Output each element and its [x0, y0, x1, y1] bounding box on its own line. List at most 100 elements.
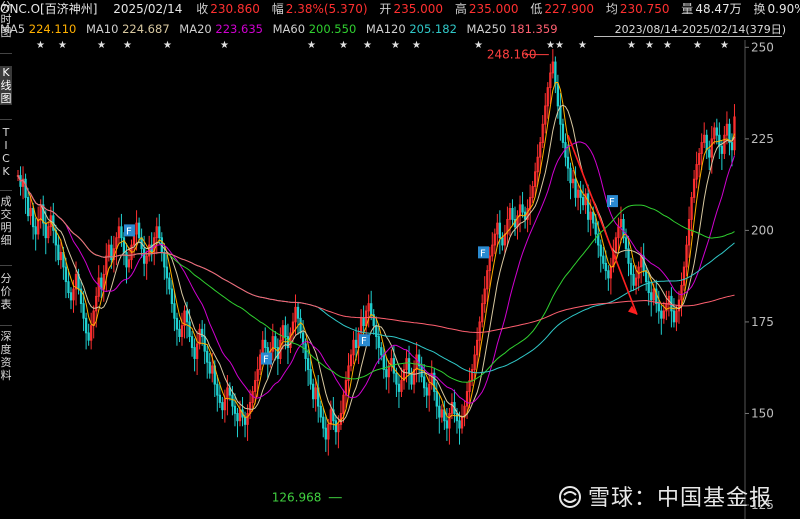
candle-body [647, 281, 650, 294]
candle-body [82, 303, 85, 319]
candle-body [231, 394, 234, 407]
candle-body [256, 369, 259, 381]
event-f-marker [261, 352, 272, 365]
candle-body [125, 251, 128, 268]
candle-body [448, 413, 451, 429]
candle-body [105, 255, 108, 275]
event-star[interactable]: ★ [546, 40, 555, 51]
close-label: 收 [196, 2, 209, 16]
candle-body [599, 244, 602, 257]
tab-deep-data[interactable]: 深 度 资 料 [0, 330, 12, 382]
candle-body [218, 394, 221, 403]
event-star[interactable]: ★ [339, 40, 348, 51]
candle-body [475, 339, 479, 356]
candle-body [481, 303, 484, 323]
candle-body [652, 288, 655, 301]
candle-body [624, 237, 628, 250]
candle-body [110, 244, 113, 261]
candle-body [465, 391, 469, 407]
candle-body [402, 369, 406, 381]
ma20-line [17, 141, 735, 404]
event-star[interactable]: ★ [627, 40, 636, 51]
candle-body [137, 222, 141, 239]
event-star[interactable]: ★ [307, 40, 316, 51]
candle-body [680, 284, 683, 301]
event-star[interactable]: ★ [36, 40, 45, 51]
event-f-marker [359, 334, 370, 347]
candle-body [44, 222, 47, 239]
ma60-line [17, 175, 735, 383]
event-star[interactable]: ★ [693, 40, 702, 51]
turnover-value: 0.90% [767, 2, 800, 16]
candle-body [64, 266, 68, 283]
candle-body [508, 208, 512, 220]
event-star[interactable]: ★ [555, 40, 564, 51]
candle-body [42, 204, 45, 224]
event-star[interactable]: ★ [645, 40, 654, 51]
candle-body [385, 369, 388, 378]
candle-body [281, 325, 285, 341]
ma250-legend: MA250 181.359 [466, 22, 558, 36]
event-star[interactable]: ★ [578, 40, 587, 51]
event-star[interactable]: ★ [97, 40, 106, 51]
candle-body [634, 277, 638, 286]
event-star[interactable]: ★ [363, 40, 372, 51]
candle-body [586, 193, 590, 220]
candle-body [72, 288, 75, 301]
ma10-legend: MA10 224.687 [85, 22, 170, 36]
candle-body [344, 380, 348, 396]
candle-body [433, 372, 436, 392]
candle-body [324, 427, 327, 440]
candle-body [309, 369, 312, 385]
candle-body [486, 270, 489, 290]
event-f-marker [124, 224, 135, 237]
event-star[interactable]: ★ [163, 40, 172, 51]
candle-body [488, 255, 491, 272]
candle-body [733, 116, 736, 151]
date-range-label[interactable]: 2023/08/14-2025/02/14(379日) [614, 23, 786, 36]
candle-body [57, 244, 60, 261]
candle-body [521, 204, 524, 213]
stock-symbol[interactable]: ONC.O[百济神州] [0, 2, 98, 16]
turnover-label: 换 [753, 2, 766, 16]
candle-body [221, 402, 224, 411]
candle-body [581, 197, 585, 206]
event-star[interactable]: ★ [720, 40, 729, 51]
annotation-arrow-head [628, 305, 637, 315]
event-star[interactable]: ★ [58, 40, 67, 51]
event-star[interactable]: ★ [474, 40, 483, 51]
tab-k-line[interactable]: K 线 图 [0, 66, 12, 105]
event-star[interactable]: ★ [220, 40, 229, 51]
event-f-label: F [126, 226, 132, 237]
event-f-marker [607, 195, 618, 208]
candle-body [438, 405, 441, 418]
tab-tick[interactable]: T I C K [2, 126, 10, 178]
y-tick-label: 175 [751, 315, 774, 329]
tab-trade-details[interactable]: 成 交 明 细 [0, 195, 12, 247]
event-star[interactable]: ★ [412, 40, 421, 51]
event-f-label: F [361, 336, 367, 347]
candle-body [445, 420, 449, 429]
close-value: 230.860 [210, 2, 260, 16]
open-value: 235.000 [393, 2, 444, 16]
candle-body [264, 339, 267, 348]
candle-body [382, 354, 385, 370]
event-star[interactable]: ★ [663, 40, 672, 51]
candle-body [201, 328, 204, 337]
tab-time-chart[interactable]: 分 时 图 [0, 0, 12, 39]
candle-body [629, 262, 633, 275]
candle-body [723, 134, 726, 154]
candle-body [185, 310, 189, 323]
candle-body [417, 354, 421, 367]
event-star[interactable]: ★ [391, 40, 400, 51]
candle-body [645, 270, 648, 283]
tab-price-table[interactable]: 分 价 表 [0, 272, 12, 311]
ma250-line [17, 175, 735, 334]
candle-body [178, 328, 181, 337]
candle-body [395, 372, 398, 385]
event-star[interactable]: ★ [123, 40, 132, 51]
candle-body [314, 387, 317, 400]
candle-body [370, 303, 373, 316]
candle-body [276, 347, 280, 359]
